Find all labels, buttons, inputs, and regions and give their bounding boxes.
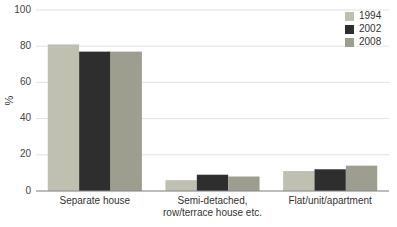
- legend: 1994 2002 2008: [345, 10, 382, 47]
- y-axis: 0 20 40 60 80 100: [14, 4, 389, 196]
- chart: 0 20 40 60 80 100% Separate house Semi-detached…: [0, 0, 397, 227]
- bar: [346, 166, 377, 191]
- bars: [48, 44, 377, 191]
- y-tick-label: 60: [20, 76, 32, 87]
- grid-line: [36, 10, 389, 11]
- grid-line: [36, 191, 389, 192]
- y-axis-label: %: [3, 95, 15, 105]
- y-tick-label: 20: [20, 148, 32, 159]
- legend-label: 1994: [359, 10, 382, 21]
- legend-swatch: [345, 12, 354, 21]
- x-tick-label: Separate house: [60, 195, 131, 206]
- bar: [228, 177, 259, 191]
- bar: [165, 180, 196, 191]
- y-tick-label: 100: [14, 4, 31, 15]
- y-tick-label: 80: [20, 40, 32, 51]
- bar: [111, 52, 142, 191]
- legend-swatch: [345, 38, 354, 47]
- x-tick-label: Flat/unit/apartment: [288, 195, 372, 206]
- chart-container: 0 20 40 60 80 100% Separate house Semi-detached…: [0, 0, 397, 227]
- bar: [48, 44, 79, 191]
- legend-label: 2008: [359, 36, 382, 47]
- bar: [283, 171, 314, 191]
- y-tick-label: 0: [25, 185, 31, 196]
- x-axis-line: [36, 191, 389, 192]
- bar: [79, 52, 110, 191]
- x-tick-label: Semi-detached,row/terrace house etc.: [163, 195, 262, 218]
- legend-label: 2002: [359, 23, 382, 34]
- x-axis: Separate house Semi-detached,row/terrace …: [60, 195, 373, 218]
- legend-swatch: [345, 25, 354, 34]
- y-tick-label: 40: [20, 112, 32, 123]
- grid-line: [36, 46, 389, 47]
- bar: [197, 175, 228, 191]
- bar: [314, 169, 345, 191]
